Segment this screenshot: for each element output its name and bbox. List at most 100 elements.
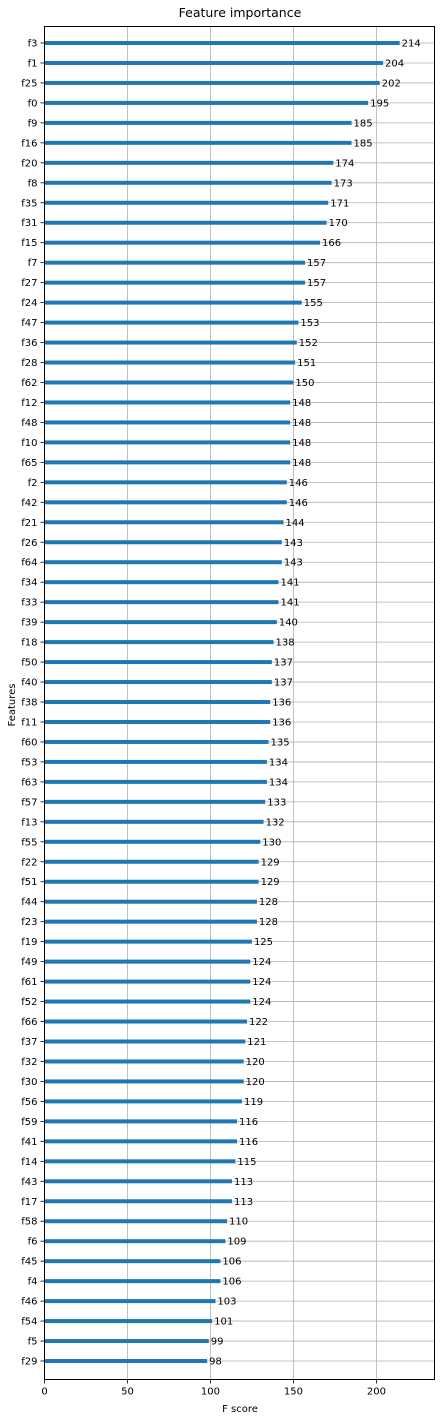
bar-value-label: 141 <box>281 578 300 589</box>
bar <box>44 1039 246 1044</box>
bar <box>44 60 384 65</box>
y-tick-label: f24 <box>21 298 37 309</box>
y-tick-label: f60 <box>21 737 37 748</box>
x-tick-label: 100 <box>201 1387 220 1398</box>
bar <box>44 719 271 724</box>
bar-value-label: 113 <box>234 1197 253 1208</box>
y-tick-label: f18 <box>21 638 37 649</box>
bar-value-label: 185 <box>354 118 373 129</box>
bar-value-label: 98 <box>209 1357 222 1368</box>
bar-value-label: 121 <box>247 1037 266 1048</box>
y-tick-label: f9 <box>28 118 38 129</box>
y-tick-label: f22 <box>21 857 37 868</box>
bar-value-label: 120 <box>246 1057 265 1068</box>
bar-value-label: 124 <box>252 977 271 988</box>
y-tick-label: f32 <box>21 1057 37 1068</box>
y-tick-label: f34 <box>21 578 37 589</box>
y-tick-label: f39 <box>21 618 37 629</box>
bar <box>44 739 269 744</box>
bar <box>44 879 259 884</box>
y-tick-label: f21 <box>21 518 37 529</box>
bar <box>44 260 306 265</box>
y-tick-label: f44 <box>21 897 37 908</box>
bar-value-label: 132 <box>266 817 285 828</box>
bar <box>44 1239 226 1244</box>
y-tick-label: f5 <box>28 1337 38 1348</box>
bar-value-label: 185 <box>354 138 373 149</box>
bar <box>44 700 271 705</box>
bar <box>44 80 380 85</box>
y-tick-label: f45 <box>21 1257 37 1268</box>
bar-value-label: 124 <box>252 957 271 968</box>
bar-value-label: 148 <box>292 438 311 449</box>
bar-value-label: 128 <box>259 917 278 928</box>
bar <box>44 1259 221 1264</box>
bar-value-label: 140 <box>279 618 298 629</box>
y-tick-label: f31 <box>21 218 37 229</box>
bar-value-label: 151 <box>297 358 316 369</box>
chart-title: Feature importance <box>179 5 302 20</box>
bar-value-label: 129 <box>261 877 280 888</box>
bar <box>44 959 251 964</box>
bar <box>44 560 282 565</box>
y-tick-label: f17 <box>21 1197 37 1208</box>
bar <box>44 620 277 625</box>
bar-value-label: 148 <box>292 418 311 429</box>
bar-value-label: 116 <box>239 1137 258 1148</box>
bar <box>44 1059 244 1064</box>
y-tick-label: f11 <box>21 717 37 728</box>
bar-value-label: 195 <box>370 98 389 109</box>
bar <box>44 660 272 665</box>
bar <box>44 280 306 285</box>
bar-value-label: 134 <box>269 777 288 788</box>
bar <box>44 41 400 45</box>
y-tick-label: f29 <box>21 1357 37 1368</box>
bar <box>44 240 320 245</box>
bar <box>44 999 251 1004</box>
y-tick-label: f49 <box>21 957 37 968</box>
bar-value-label: 135 <box>271 737 290 748</box>
y-tick-label: f16 <box>21 138 37 149</box>
bar <box>44 220 327 225</box>
bar-value-label: 124 <box>252 997 271 1008</box>
bar <box>44 1159 236 1164</box>
axis-ticks: 0 50 100 150 200 f3 f1 f25 f0 f9 f16 f20 f8 f35 f31 f15… <box>21 39 386 1398</box>
y-tick-label: f57 <box>21 797 37 808</box>
y-tick-label: f54 <box>21 1317 37 1328</box>
y-tick-label: f3 <box>28 39 38 50</box>
bar <box>44 919 257 924</box>
bar-value-label: 130 <box>262 837 281 848</box>
x-axis-label: F score <box>222 1404 258 1415</box>
bar <box>44 939 252 944</box>
bar-value-label: 157 <box>307 278 326 289</box>
bar <box>44 520 284 525</box>
bar-value-label: 110 <box>229 1217 248 1228</box>
bar <box>44 819 264 824</box>
y-tick-label: f53 <box>21 757 37 768</box>
y-tick-label: f40 <box>21 678 37 689</box>
x-tick-label: 0 <box>41 1387 47 1398</box>
bar <box>44 360 296 365</box>
y-tick-label: f37 <box>21 1037 37 1048</box>
bar-value-label: 106 <box>222 1277 241 1288</box>
bar <box>44 200 329 205</box>
bar <box>44 1299 216 1304</box>
bar <box>44 1279 221 1284</box>
y-tick-label: f55 <box>21 837 37 848</box>
bar <box>44 100 369 105</box>
y-tick-label: f58 <box>21 1217 37 1228</box>
y-tick-label: f42 <box>21 498 37 509</box>
bar <box>44 779 267 784</box>
bar-value-label: 157 <box>307 258 326 269</box>
bar-value-label: 136 <box>272 717 291 728</box>
bar-value-label: 173 <box>334 178 353 189</box>
y-tick-label: f4 <box>28 1277 38 1288</box>
bars: 2142042021951851851741731711701661571571… <box>44 39 421 1368</box>
y-tick-label: f36 <box>21 338 37 349</box>
y-tick-label: f47 <box>21 318 37 329</box>
bar-value-label: 101 <box>214 1317 233 1328</box>
bar <box>44 120 352 125</box>
bar-value-label: 204 <box>385 58 404 69</box>
bar-value-label: 174 <box>335 158 354 169</box>
bar-value-label: 152 <box>299 338 318 349</box>
